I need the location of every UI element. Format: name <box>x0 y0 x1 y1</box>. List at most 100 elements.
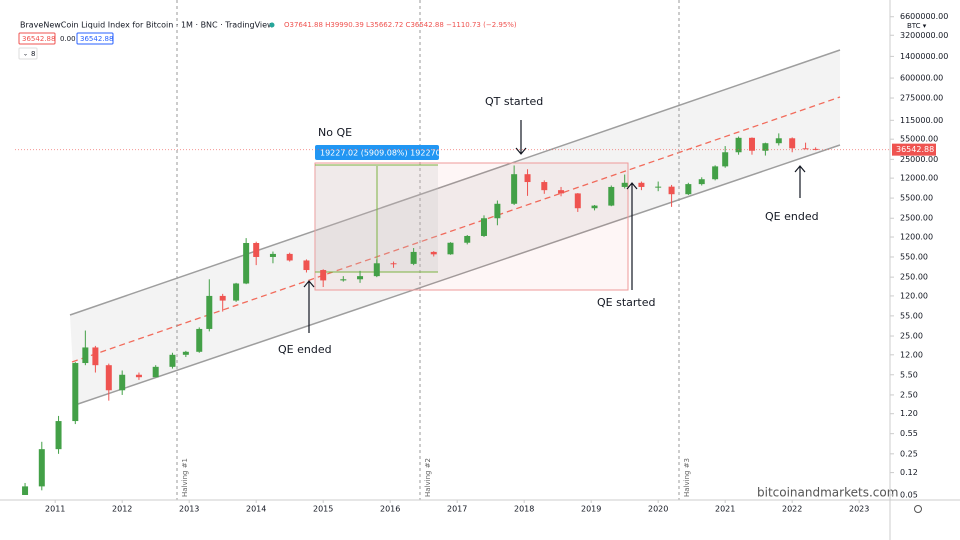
candle-body <box>182 351 189 355</box>
y-tick-label: 115000.00 <box>900 116 943 125</box>
measure-label: 19227.02 (5909.08%) 1922702 <box>320 149 446 158</box>
candle-body <box>748 137 755 151</box>
x-tick-label: 2023 <box>849 505 869 514</box>
y-tick-label: 2500.00 <box>900 214 933 223</box>
candle-body <box>480 218 487 236</box>
y-tick-label: 2.50 <box>900 390 918 399</box>
candle-body <box>789 138 796 149</box>
indicator-chevron: ⌄ <box>23 51 28 58</box>
symbol-title: BraveNewCoin Liquid Index for Bitcoin · … <box>20 21 274 30</box>
candle-body <box>253 242 260 257</box>
candle-body <box>574 193 581 209</box>
candle-body <box>152 366 159 378</box>
candle-body <box>698 179 705 185</box>
candle-body <box>558 190 565 194</box>
candle-body <box>286 253 293 261</box>
x-tick-label: 2017 <box>447 505 467 514</box>
candle-body <box>72 363 79 422</box>
candle-body <box>668 186 675 195</box>
channel-fill <box>70 50 840 405</box>
x-tick-label: 2012 <box>112 505 132 514</box>
spread: 0.00 <box>60 35 76 43</box>
candle-body <box>524 174 531 183</box>
settings-icon[interactable] <box>914 505 922 513</box>
candle-body <box>243 242 250 284</box>
candle-body <box>169 354 176 367</box>
y-tick-label: 250.00 <box>900 273 928 282</box>
candle-body <box>802 148 809 150</box>
candle-body <box>775 138 782 144</box>
annotation: QT started <box>485 95 543 108</box>
y-tick-label: 0.25 <box>900 449 918 458</box>
y-tick-label: 120.00 <box>900 291 928 300</box>
x-tick-label: 2018 <box>514 505 534 514</box>
x-tick-label: 2013 <box>179 505 199 514</box>
candle-body <box>373 263 380 277</box>
currency[interactable]: BTC ▾ <box>907 22 927 30</box>
candle-body <box>340 279 347 281</box>
y-tick-label: 5500.00 <box>900 194 933 203</box>
y-tick-label: 25000.00 <box>900 155 938 164</box>
indicator-toggle[interactable] <box>18 47 38 60</box>
candle-body <box>638 182 645 187</box>
y-tick-label: 1.20 <box>900 409 918 418</box>
y-tick-label: 12000.00 <box>900 174 938 183</box>
y-tick-label: 12.00 <box>900 350 923 359</box>
candle-body <box>685 184 692 195</box>
candle-body <box>269 253 276 257</box>
arrows <box>303 120 806 333</box>
annotation: QE started <box>597 296 655 309</box>
last-price-bg <box>892 143 936 156</box>
price-box-text: 36542.88 <box>22 35 55 43</box>
candle-body <box>430 251 437 255</box>
candle-body <box>494 203 501 219</box>
candle-body <box>608 186 615 206</box>
candle-body <box>233 283 240 301</box>
candle-body <box>621 182 628 187</box>
indicator-count: 8 <box>31 50 35 58</box>
candle-body <box>712 166 719 180</box>
y-tick-label: 600000.00 <box>900 74 943 83</box>
y-tick-label: 0.55 <box>900 429 918 438</box>
price-box <box>18 32 56 45</box>
candle-body <box>119 374 126 391</box>
candle-body <box>357 276 364 280</box>
candle-body <box>82 347 89 364</box>
candle-body <box>390 263 397 265</box>
x-tick-label: 2021 <box>715 505 735 514</box>
y-tick-label: 6600000.00 <box>900 12 948 21</box>
x-tick-label: 2014 <box>246 505 266 514</box>
candle-body <box>38 449 45 487</box>
y-tick-label: 25.00 <box>900 332 923 341</box>
candle-body <box>320 270 327 281</box>
candle-body <box>464 235 471 243</box>
y-tick-label: 275000.00 <box>900 94 943 103</box>
x-tick-label: 2011 <box>45 505 65 514</box>
halving-label: Halving #1 <box>181 458 189 497</box>
y-tick-label: 0.12 <box>900 468 918 477</box>
halving-label: Halving #2 <box>424 458 432 497</box>
candle-body <box>410 251 417 264</box>
ohlc: O37641.88 H39990.39 L35662.72 C36542.88 … <box>284 21 517 29</box>
candle-body <box>55 421 62 450</box>
last-price-label: 36542.88 <box>896 145 934 154</box>
candle-body <box>22 486 29 495</box>
candle-body <box>655 186 662 188</box>
y-tick-label: 550.00 <box>900 252 928 261</box>
y-tick-label: 3200000.00 <box>900 31 948 40</box>
candle-body <box>447 242 454 255</box>
price-box <box>76 32 114 45</box>
x-tick-label: 2020 <box>648 505 668 514</box>
range-box <box>314 162 629 291</box>
candle-body <box>135 374 142 378</box>
annotation: QE ended <box>765 210 819 223</box>
candle-body <box>591 205 598 209</box>
channel-mid <box>71 96 841 363</box>
x-tick-label: 2019 <box>581 505 601 514</box>
candle-body <box>105 365 112 391</box>
annotation: QE ended <box>278 343 332 356</box>
channel-lower <box>74 144 841 406</box>
candle-body <box>722 152 729 167</box>
